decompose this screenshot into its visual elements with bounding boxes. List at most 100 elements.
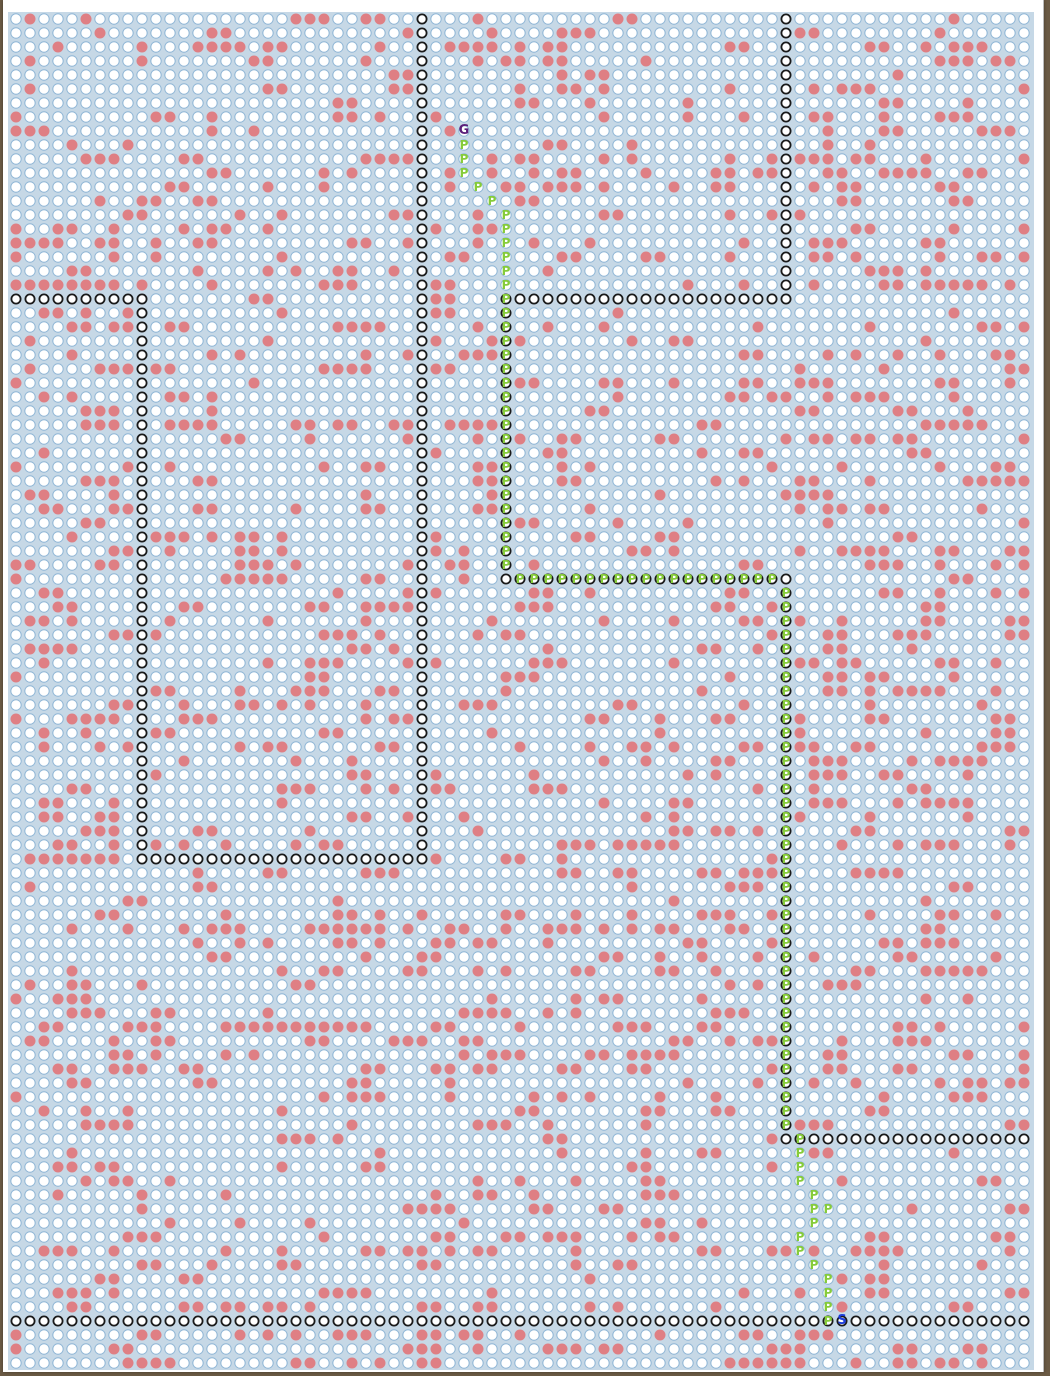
wall-cell[interactable] [780, 69, 792, 81]
open-cell[interactable] [108, 69, 120, 81]
open-cell[interactable] [626, 41, 638, 53]
open-cell[interactable] [794, 55, 806, 67]
obstacle-cell[interactable] [472, 13, 484, 25]
open-cell[interactable] [346, 27, 358, 39]
open-cell[interactable] [654, 13, 666, 25]
open-cell[interactable] [290, 69, 302, 81]
open-cell[interactable] [696, 69, 708, 81]
open-cell[interactable] [430, 55, 442, 67]
obstacle-cell[interactable] [374, 41, 386, 53]
open-cell[interactable] [164, 55, 176, 67]
open-cell[interactable] [836, 41, 848, 53]
open-cell[interactable] [990, 13, 1002, 25]
open-cell[interactable] [612, 41, 624, 53]
open-cell[interactable] [528, 41, 540, 53]
open-cell[interactable] [1004, 27, 1016, 39]
open-cell[interactable] [794, 69, 806, 81]
open-cell[interactable] [920, 27, 932, 39]
obstacle-cell[interactable] [556, 27, 568, 39]
open-cell[interactable] [234, 55, 246, 67]
open-cell[interactable] [220, 13, 232, 25]
open-cell[interactable] [892, 41, 904, 53]
open-cell[interactable] [388, 41, 400, 53]
open-cell[interactable] [388, 13, 400, 25]
open-cell[interactable] [598, 41, 610, 53]
open-cell[interactable] [626, 55, 638, 67]
open-cell[interactable] [248, 27, 260, 39]
open-cell[interactable] [682, 13, 694, 25]
open-cell[interactable] [458, 27, 470, 39]
open-cell[interactable] [808, 41, 820, 53]
open-cell[interactable] [1004, 41, 1016, 53]
open-cell[interactable] [598, 27, 610, 39]
open-cell[interactable] [1018, 55, 1030, 67]
open-cell[interactable] [612, 55, 624, 67]
open-cell[interactable] [122, 41, 134, 53]
obstacle-cell[interactable] [444, 41, 456, 53]
obstacle-cell[interactable] [24, 13, 36, 25]
wall-cell[interactable] [780, 13, 792, 25]
open-cell[interactable] [920, 55, 932, 67]
open-cell[interactable] [514, 69, 526, 81]
open-cell[interactable] [948, 27, 960, 39]
open-cell[interactable] [654, 27, 666, 39]
open-cell[interactable] [318, 55, 330, 67]
open-cell[interactable] [738, 13, 750, 25]
open-cell[interactable] [38, 13, 50, 25]
obstacle-cell[interactable] [304, 13, 316, 25]
open-cell[interactable] [934, 41, 946, 53]
open-cell[interactable] [682, 27, 694, 39]
obstacle-cell[interactable] [360, 13, 372, 25]
open-cell[interactable] [388, 27, 400, 39]
open-cell[interactable] [682, 55, 694, 67]
open-cell[interactable] [990, 41, 1002, 53]
open-cell[interactable] [136, 27, 148, 39]
open-cell[interactable] [10, 41, 22, 53]
open-cell[interactable] [374, 27, 386, 39]
open-cell[interactable] [850, 27, 862, 39]
open-cell[interactable] [752, 69, 764, 81]
obstacle-cell[interactable] [486, 41, 498, 53]
open-cell[interactable] [668, 13, 680, 25]
open-cell[interactable] [402, 41, 414, 53]
open-cell[interactable] [402, 55, 414, 67]
open-cell[interactable] [52, 55, 64, 67]
wall-cell[interactable] [416, 27, 428, 39]
obstacle-cell[interactable] [724, 41, 736, 53]
open-cell[interactable] [836, 55, 848, 67]
obstacle-cell[interactable] [976, 41, 988, 53]
obstacle-cell[interactable] [262, 41, 274, 53]
open-cell[interactable] [346, 69, 358, 81]
obstacle-cell[interactable] [934, 55, 946, 67]
open-cell[interactable] [696, 41, 708, 53]
open-cell[interactable] [374, 69, 386, 81]
open-cell[interactable] [752, 55, 764, 67]
open-cell[interactable] [304, 27, 316, 39]
obstacle-cell[interactable] [472, 41, 484, 53]
open-cell[interactable] [66, 27, 78, 39]
open-cell[interactable] [696, 13, 708, 25]
open-cell[interactable] [150, 27, 162, 39]
obstacle-cell[interactable] [402, 27, 414, 39]
open-cell[interactable] [962, 13, 974, 25]
open-cell[interactable] [38, 27, 50, 39]
open-cell[interactable] [122, 69, 134, 81]
obstacle-cell[interactable] [948, 55, 960, 67]
open-cell[interactable] [822, 41, 834, 53]
open-cell[interactable] [696, 55, 708, 67]
open-cell[interactable] [122, 13, 134, 25]
open-cell[interactable] [822, 69, 834, 81]
open-cell[interactable] [66, 13, 78, 25]
obstacle-cell[interactable] [542, 55, 554, 67]
obstacle-cell[interactable] [584, 27, 596, 39]
obstacle-cell[interactable] [472, 55, 484, 67]
obstacle-cell[interactable] [962, 41, 974, 53]
open-cell[interactable] [808, 55, 820, 67]
obstacle-cell[interactable] [584, 69, 596, 81]
open-cell[interactable] [178, 41, 190, 53]
open-cell[interactable] [570, 69, 582, 81]
open-cell[interactable] [976, 13, 988, 25]
open-cell[interactable] [570, 41, 582, 53]
open-cell[interactable] [346, 41, 358, 53]
